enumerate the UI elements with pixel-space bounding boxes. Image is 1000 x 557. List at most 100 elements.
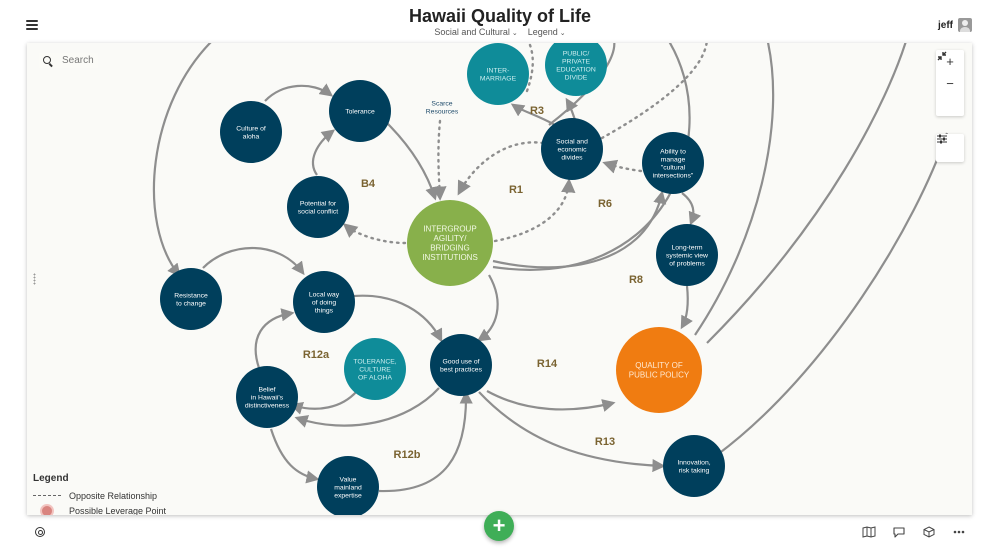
node-tolerance-culture[interactable]: TOLERANCE, CULTURE OF ALOHA	[344, 338, 406, 400]
legend-panel: Legend Opposite Relationship Possible Le…	[33, 473, 166, 515]
comment-icon[interactable]	[892, 526, 906, 538]
node-label: QUALITY OF PUBLIC POLICY	[629, 361, 690, 379]
add-button[interactable]: +	[484, 511, 514, 541]
loop-label: R8	[629, 274, 643, 286]
node-intergroup[interactable]: INTERGROUP AGILITY/BRIDGING INSTITUTIONS	[407, 200, 493, 286]
legend-item: Possible Leverage Point	[33, 503, 166, 515]
node-scarce-resources[interactable]: Scarce Resources	[420, 93, 464, 119]
link-local-gooduse	[353, 294, 443, 343]
loop-label: R1	[509, 184, 523, 196]
link-intergroup-socecon	[493, 178, 576, 243]
node-label: Good use of best practices	[440, 358, 483, 373]
node-label: Long-term systemic view of problems	[666, 244, 708, 267]
link-resistance-local	[202, 246, 305, 276]
node-inter-marriage[interactable]: INTER-MARRIAGE	[467, 43, 529, 105]
link-culture-tolerance	[264, 83, 334, 102]
main-links	[202, 83, 702, 493]
user-menu[interactable]: jeff	[938, 18, 972, 32]
diagram-canvas[interactable]: Culture of aloha Tolerance INTER-MARRIAGE PU…	[27, 43, 972, 515]
fit-to-screen-button[interactable]	[936, 51, 964, 116]
node-tolerance[interactable]: Tolerance	[329, 80, 391, 142]
node-circle	[656, 224, 718, 286]
node-belief[interactable]: Belief in Hawaii's distinctiveness	[236, 366, 298, 428]
link-scarce-intergroup	[432, 119, 447, 201]
node-label: Resistance to change	[174, 292, 208, 307]
loop-label: R6	[598, 198, 612, 210]
zoom-toolbar: + −	[936, 50, 964, 116]
link-intergroup-conflict	[342, 223, 407, 245]
legend-dropdown[interactable]: Legend ⌄	[528, 27, 566, 37]
node-circle	[329, 80, 391, 142]
node-circle	[220, 101, 282, 163]
node-label: PUBLIC/PRIVATE EDUCATION DIVIDE	[556, 50, 596, 81]
link-gooduse-belief	[294, 387, 440, 428]
filter-settings-button[interactable]	[936, 134, 964, 162]
node-label: INTERGROUP AGILITY/BRIDGING INSTITUTIONS	[422, 225, 478, 262]
node-public-private[interactable]: PUBLIC/PRIVATE EDUCATION DIVIDE	[545, 43, 607, 96]
link-value-gooduse	[378, 390, 473, 493]
link-ability-socecon	[602, 159, 643, 174]
loop-label: R12a	[303, 349, 330, 361]
node-value-mainland[interactable]: Value mainland expertise	[317, 456, 379, 515]
search-icon	[43, 55, 53, 66]
diagram-nodes: Culture of aloha Tolerance INTER-MARRIAGE PU…	[160, 43, 725, 515]
panel-drag-handle[interactable]	[33, 273, 36, 285]
loop-label: R13	[595, 436, 615, 448]
node-circle	[430, 334, 492, 396]
view-menus: Social and Cultural ⌄ Legend ⌄	[0, 27, 1000, 37]
node-ability-manage[interactable]: Ability to manage "cultural intersections"	[642, 132, 704, 194]
node-social-econ[interactable]: Social and economic divides	[541, 118, 603, 180]
footer-toolbar	[862, 526, 966, 538]
node-circle	[541, 118, 603, 180]
chevron-down-icon: ⌄	[559, 30, 566, 37]
loop-labels: B4 R1 R3 R6 R8 R12a R12b R13 R14	[303, 105, 643, 461]
more-options-icon[interactable]	[952, 526, 966, 538]
link-longterm-quality	[680, 285, 693, 330]
node-good-use[interactable]: Good use of best practices	[430, 334, 492, 396]
leverage-point-icon	[33, 503, 61, 515]
page-title: Hawaii Quality of Life	[408, 6, 592, 26]
node-quality-policy[interactable]: QUALITY OF PUBLIC POLICY	[616, 327, 702, 413]
user-name: jeff	[938, 19, 953, 31]
link-belief-local	[254, 308, 295, 369]
link-curve	[706, 43, 907, 344]
sliders-icon	[937, 134, 947, 144]
node-circle	[467, 43, 529, 105]
view-dropdown[interactable]: Social and Cultural ⌄	[434, 27, 517, 37]
link-intergroup-ability	[492, 190, 667, 269]
node-label: Culture of aloha	[236, 125, 266, 140]
menu-icon[interactable]	[26, 20, 38, 30]
node-circle	[545, 43, 607, 96]
map-icon[interactable]	[862, 526, 876, 538]
node-label: INTER-MARRIAGE	[480, 67, 517, 82]
outer-dotted-links	[525, 43, 708, 140]
node-circle	[287, 176, 349, 238]
view-dropdown-label: Social and Cultural	[434, 27, 510, 37]
node-local-way[interactable]: Local way of doing things	[293, 271, 355, 333]
legend-item-label: Opposite Relationship	[69, 490, 158, 501]
node-label: Innovation, risk taking	[677, 459, 710, 474]
node-label: Social and economic divides	[556, 138, 588, 161]
zoom-out-button[interactable]: −	[946, 75, 954, 91]
node-circle	[344, 338, 406, 400]
search-bar[interactable]: Search	[39, 53, 98, 68]
node-culture-aloha[interactable]: Culture of aloha	[220, 101, 282, 163]
zoom-in-button[interactable]: +	[946, 53, 954, 69]
link-tolcult-belief	[289, 390, 358, 415]
link-socecon-intergroup	[457, 141, 545, 196]
link-belief-value	[269, 428, 320, 484]
cube-icon[interactable]	[922, 526, 936, 538]
node-long-term[interactable]: Long-term systemic view of problems	[656, 224, 718, 286]
arrows-collapse-icon	[937, 51, 947, 61]
node-circle	[407, 200, 493, 286]
node-resistance[interactable]: Resistance to change	[160, 268, 222, 330]
node-label-bg	[420, 93, 464, 119]
search-placeholder: Search	[62, 55, 94, 66]
node-label: Tolerance	[345, 108, 375, 115]
legend-item: Opposite Relationship	[33, 488, 166, 503]
loop-label: R14	[537, 358, 558, 370]
help-icon[interactable]	[35, 527, 45, 537]
node-innovation[interactable]: Innovation, risk taking	[663, 435, 725, 497]
node-potential-conflict[interactable]: Potential for social conflict	[287, 176, 349, 238]
